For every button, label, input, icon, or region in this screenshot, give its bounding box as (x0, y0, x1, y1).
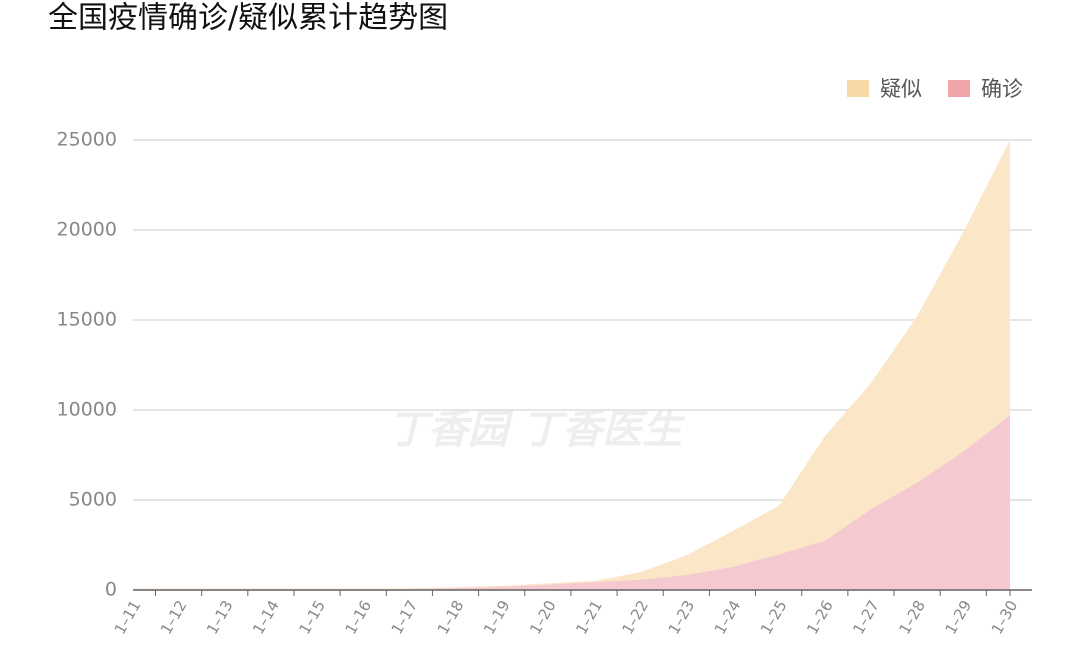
x-tick-label: 1–29 (942, 597, 976, 637)
y-tick-label: 10000 (57, 399, 117, 421)
legend-label: 确诊 (981, 77, 1023, 101)
x-tick-label: 1–23 (665, 597, 699, 637)
x-tick-label: 1–11 (111, 597, 145, 637)
x-tick-label: 1–30 (988, 597, 1022, 637)
x-tick-label: 1–27 (849, 597, 883, 637)
x-tick-label: 1–17 (388, 597, 422, 637)
y-tick-label: 5000 (69, 489, 117, 511)
x-tick-label: 1–28 (895, 597, 929, 637)
y-tick-label: 0 (105, 579, 117, 601)
x-tick-label: 1–14 (249, 597, 283, 637)
legend-swatch (847, 80, 869, 97)
watermark: 丁香园 丁香医生 (388, 407, 686, 453)
x-tick-label: 1–25 (757, 597, 791, 637)
x-tick-label: 1–26 (803, 597, 837, 637)
x-tick-label: 1–24 (711, 597, 745, 637)
x-tick-label: 1–16 (341, 597, 375, 637)
x-tick-label: 1–20 (526, 597, 560, 637)
y-tick-label: 25000 (57, 129, 117, 151)
legend-label: 疑似 (880, 77, 922, 101)
x-tick-label: 1–13 (203, 597, 237, 637)
y-tick-label: 20000 (57, 219, 117, 241)
x-tick-label: 1–19 (480, 597, 514, 637)
chart-title: 全国疫情确诊/疑似累计趋势图 (48, 1, 448, 36)
x-tick-label: 1–12 (157, 597, 191, 637)
x-tick-label: 1–18 (434, 597, 468, 637)
x-tick-label: 1–15 (295, 597, 329, 637)
x-tick-label: 1–22 (618, 597, 652, 637)
legend-swatch (948, 80, 970, 97)
x-tick-label: 1–21 (572, 597, 606, 637)
area-fill (133, 415, 1010, 590)
y-tick-label: 15000 (57, 309, 117, 331)
